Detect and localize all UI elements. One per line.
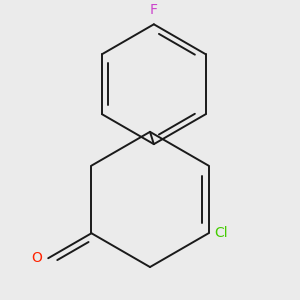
Text: F: F [150,3,158,16]
Text: Cl: Cl [215,226,228,240]
Text: O: O [31,251,42,265]
